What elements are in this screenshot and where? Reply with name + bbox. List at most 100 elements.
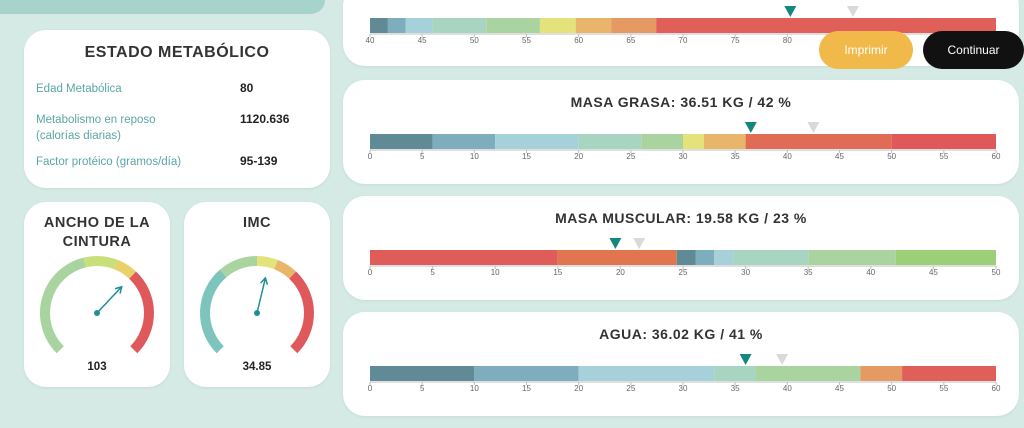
bar-tick-label: 50 <box>887 152 896 161</box>
gauge-arc-segment <box>40 257 87 354</box>
bar-segment <box>860 366 903 381</box>
bar-tick-label: 20 <box>574 152 583 161</box>
metabolic-age-label: Edad Metabólica <box>36 83 122 95</box>
bar-segment <box>405 18 433 33</box>
waist-gauge <box>40 256 154 354</box>
bar-tick-label: 60 <box>992 152 1001 161</box>
gauge-needle-arrow-icon <box>260 276 269 285</box>
waist-card: ANCHO DE LA CINTURA 103 <box>24 202 170 387</box>
bar-segment <box>695 250 715 265</box>
bar-segment <box>703 134 746 149</box>
ideal-marker-icon <box>807 122 820 133</box>
bar-tick-label: 15 <box>553 268 562 277</box>
bar-segment <box>474 366 579 381</box>
resting-metabolism-label: Metabolismo en reposo (calorías diarias) <box>36 114 156 142</box>
bar-tick-label: 5 <box>430 268 435 277</box>
ideal-marker-icon <box>846 6 859 17</box>
bar-tick-label: 10 <box>470 152 479 161</box>
bar-segment <box>641 134 683 149</box>
metabolic-age-value: 80 <box>240 81 254 95</box>
bar-segment <box>432 134 496 149</box>
imc-gauge <box>200 256 314 354</box>
metabolic-title: ESTADO METABÓLICO <box>84 44 270 61</box>
header-strip <box>0 0 325 14</box>
bar-tick-label: 40 <box>783 152 792 161</box>
bar-tick-label: 50 <box>992 268 1001 277</box>
metabolic-state-card: ESTADO METABÓLICO Edad Metabólica 80 Met… <box>24 30 330 188</box>
bar-segment <box>370 134 433 149</box>
bar-segment <box>557 250 677 265</box>
bar-tick-label: 40 <box>366 36 375 45</box>
bar-tick-label: 75 <box>731 36 740 45</box>
bar-tick-label: 30 <box>741 268 750 277</box>
bar-tick-label: 50 <box>470 36 479 45</box>
bar-segment <box>539 18 576 33</box>
bar-tick-label: 50 <box>887 384 896 393</box>
gauge-arc-segment <box>129 271 154 354</box>
bar-tick-label: 55 <box>939 384 948 393</box>
protein-factor-value: 95-139 <box>240 154 278 168</box>
bar-segment <box>891 134 996 149</box>
water-title: AGUA: 36.02 KG / 41 % <box>599 326 763 342</box>
bar-segment <box>714 366 757 381</box>
fat-mass-bar: 0 5 10 15 20 25 30 35 40 45 50 55 60 <box>368 122 1001 161</box>
bar-tick-label: 25 <box>679 268 688 277</box>
muscle-mass-title: MASA MUSCULAR: 19.58 KG / 23 % <box>555 210 807 226</box>
bar-segment <box>756 366 861 381</box>
print-button[interactable]: Imprimir <box>819 31 913 69</box>
bar-segment <box>495 134 579 149</box>
bar-tick-label: 0 <box>368 268 373 277</box>
bar-tick-label: 45 <box>835 152 844 161</box>
waist-value: 103 <box>87 361 107 373</box>
gauge-arc-segment <box>114 260 137 279</box>
bar-segment <box>370 18 388 33</box>
bar-tick-label: 0 <box>368 384 373 393</box>
bar-tick-label: 5 <box>420 152 425 161</box>
bar-segment <box>895 250 996 265</box>
bar-segment <box>808 250 896 265</box>
gauge-arc-segment <box>83 256 118 270</box>
protein-factor-label: Factor protéico (gramos/día) <box>36 156 182 168</box>
imc-title: IMC <box>242 215 272 231</box>
gauge-pivot <box>94 310 100 316</box>
bar-tick-label: 60 <box>574 36 583 45</box>
continue-button[interactable]: Continuar <box>923 31 1024 69</box>
bar-tick-label: 45 <box>929 268 938 277</box>
bar-tick-label: 55 <box>939 152 948 161</box>
gauge-pivot <box>254 310 260 316</box>
water-bar: 0 5 10 15 20 25 30 35 40 45 50 55 60 <box>368 354 1001 393</box>
bar-tick-label: 65 <box>626 36 635 45</box>
gauge-arc-segment <box>274 260 297 279</box>
bar-tick-label: 30 <box>679 384 688 393</box>
ideal-marker-icon <box>776 354 789 365</box>
bar-tick-label: 35 <box>804 268 813 277</box>
value-marker-icon <box>744 122 757 133</box>
bar-tick-label: 60 <box>992 384 1001 393</box>
bar-tick-label: 55 <box>522 36 531 45</box>
muscle-mass-bar: 0 5 10 15 20 25 30 35 40 45 50 <box>368 238 1001 277</box>
muscle-mass-card: MASA MUSCULAR: 19.58 KG / 23 % 0 5 10 15 20 2… <box>343 196 1019 300</box>
bar-segment <box>486 18 540 33</box>
gauge-arc-segment <box>219 256 258 278</box>
gauge-needle <box>96 286 123 314</box>
value-marker-icon <box>609 238 622 249</box>
bar-segment <box>578 366 715 381</box>
bar-segment <box>575 18 612 33</box>
gauge-arc-segment <box>256 256 278 270</box>
value-marker-icon <box>739 354 752 365</box>
gauge-needle-arrow-icon <box>114 285 123 294</box>
value-marker-icon <box>784 6 797 17</box>
bar-tick-label: 15 <box>522 384 531 393</box>
bar-segment <box>611 18 657 33</box>
bar-segment <box>683 134 704 149</box>
bar-tick-label: 20 <box>616 268 625 277</box>
bar-tick-label: 45 <box>418 36 427 45</box>
bar-segment <box>745 134 892 149</box>
imc-card: IMC 34.85 <box>184 202 330 387</box>
bar-segment <box>432 18 487 33</box>
bar-tick-label: 10 <box>491 268 500 277</box>
bar-segment <box>656 18 996 33</box>
bar-tick-label: 40 <box>866 268 875 277</box>
top-bar-chart: 404550556065707580859095100 <box>366 6 1003 45</box>
bar-tick-label: 40 <box>783 384 792 393</box>
